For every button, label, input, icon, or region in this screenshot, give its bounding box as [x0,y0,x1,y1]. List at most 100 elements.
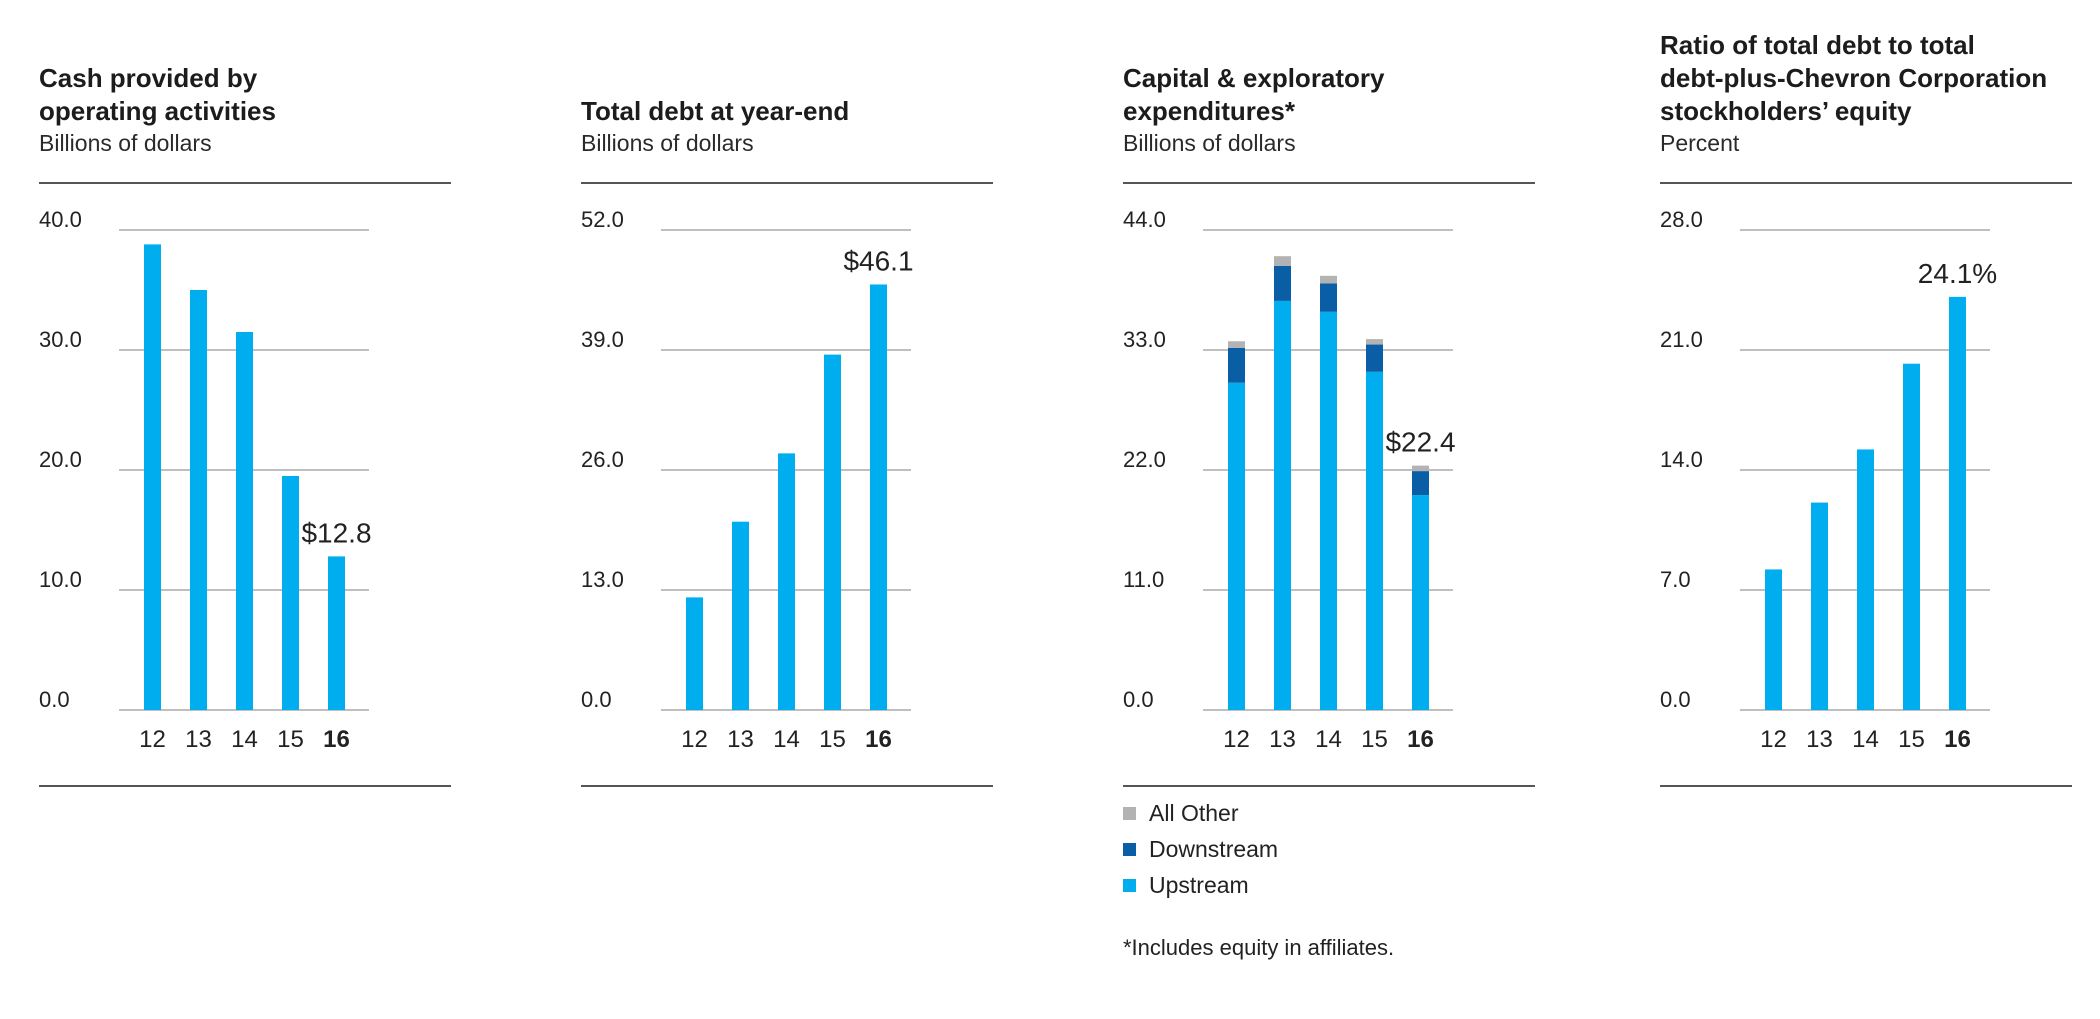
bar-segment-all-other [1320,275,1337,284]
chart-panel-total-debt: Total debt at year-end Billions of dolla… [581,0,993,1019]
bar [1857,449,1874,710]
value-annotation: 24.1% [1918,258,1997,289]
bar [732,521,749,710]
bottom-rule [39,785,451,787]
chart-legend: All Other Downstream Upstream [1123,795,1278,903]
bar-segment-downstream [1366,344,1383,372]
bar-chart-debt-ratio: 0.0 7.0 14.0 21.0 28.0 12 13 14 15 16 24.1% [1660,207,1997,753]
bar [686,597,703,710]
x-tick-label: 13 [1269,726,1296,753]
bar-segment-all-other [1366,339,1383,345]
y-tick-label: 40.0 [39,207,82,232]
y-tick-label: 0.0 [581,687,612,712]
x-tick-label: 12 [681,726,708,753]
y-tick-label: 10.0 [39,567,82,592]
chart-title: Ratio of total debt to total debt-plus-Ch… [1660,30,2048,126]
legend-label: All Other [1149,799,1239,826]
bar-segment-all-other [1228,341,1245,348]
bar-segment-downstream [1412,471,1429,496]
x-tick-label: 12 [139,726,166,753]
bar-segment-downstream [1320,283,1337,312]
bar-segment-all-other [1412,465,1429,472]
x-tick-label: 14 [231,726,258,753]
bar-segment-downstream [1274,266,1291,301]
top-rule [39,182,451,184]
value-annotation: $46.1 [843,245,913,276]
x-tick-label: 13 [1806,726,1833,753]
x-tick-label: 14 [1852,726,1879,753]
y-tick-label: 0.0 [1660,687,1691,712]
legend-item-downstream: Downstream [1123,831,1278,867]
x-tick-label: 13 [727,726,754,753]
bar [236,332,253,710]
bar [870,284,887,710]
legend-swatch-upstream [1123,878,1136,892]
y-tick-label: 39.0 [581,327,624,352]
bar-segment-upstream [1320,311,1337,710]
bar [282,476,299,710]
x-tick-label: 16 [1407,726,1434,753]
footnote: *Includes equity in affiliates. [1123,935,1395,960]
y-tick-label: 52.0 [581,207,624,232]
y-tick-label: 28.0 [1660,207,1703,232]
bottom-rule [1660,785,2072,787]
chart-panel-capital-expenditures: Capital & exploratory expenditures* Billi… [1123,0,1535,1019]
bar [1903,363,1920,710]
chart-subtitle: Billions of dollars [581,130,754,156]
y-tick-label: 22.0 [1123,447,1166,472]
chart-title: Cash provided by operating activities [39,63,276,126]
x-tick-label: 14 [773,726,800,753]
bar-chart-total-debt: 0.0 13.0 26.0 39.0 52.0 12 13 14 15 16 $46.1 [581,207,914,753]
bar [1811,502,1828,710]
chart-panel-debt-ratio: Ratio of total debt to total debt-plus-Ch… [1660,0,2072,1019]
value-annotation: $12.8 [301,517,371,548]
x-tick-label: 16 [865,726,892,753]
bar [824,354,841,710]
top-rule [1123,182,1535,184]
legend-item-upstream: Upstream [1123,867,1278,903]
bar [1765,569,1782,710]
legend-swatch-downstream [1123,842,1136,856]
y-tick-label: 0.0 [39,687,70,712]
bar-segment-upstream [1228,382,1245,710]
chart-subtitle: Billions of dollars [1123,130,1296,156]
stacked-bar-chart-capital-expenditures: 0.0 11.0 22.0 33.0 44.0 12 13 14 15 16 $22.4 [1123,207,1456,753]
y-tick-label: 7.0 [1660,567,1691,592]
chart-subtitle: Percent [1660,130,1740,156]
bar [328,556,345,710]
bar [1949,296,1966,710]
x-tick-label: 16 [1944,726,1971,753]
bar-segment-all-other [1274,256,1291,266]
top-rule [581,182,993,184]
x-tick-label: 14 [1315,726,1342,753]
y-tick-label: 26.0 [581,447,624,472]
bar-segment-downstream [1228,347,1245,383]
y-tick-label: 21.0 [1660,327,1703,352]
x-tick-label: 15 [1361,726,1388,753]
legend-item-all-other: All Other [1123,795,1278,831]
x-tick-label: 16 [323,726,350,753]
y-tick-label: 44.0 [1123,207,1166,232]
bottom-rule [581,785,993,787]
bar-segment-upstream [1412,495,1429,710]
chart-title: Total debt at year-end [581,96,850,126]
bar [190,290,207,710]
y-tick-label: 30.0 [39,327,82,352]
bar [778,453,795,710]
chart-panel-cash-from-operations: Cash provided by operating activities Bil… [39,0,451,1019]
x-tick-label: 15 [1898,726,1925,753]
y-tick-label: 0.0 [1123,687,1154,712]
y-tick-label: 11.0 [1123,567,1164,592]
x-tick-label: 15 [277,726,304,753]
y-tick-label: 20.0 [39,447,82,472]
x-tick-label: 15 [819,726,846,753]
chart-subtitle: Billions of dollars [39,130,212,156]
top-rule [1660,182,2072,184]
bar-segment-upstream [1366,371,1383,710]
x-tick-label: 13 [185,726,212,753]
y-tick-label: 13.0 [581,567,624,592]
x-tick-label: 12 [1760,726,1787,753]
bar-segment-upstream [1274,300,1291,710]
bar-chart-cash-from-operations: 0.0 10.0 20.0 30.0 40.0 12 13 14 15 16 $12.8 [39,207,372,753]
legend-label: Downstream [1149,835,1279,862]
